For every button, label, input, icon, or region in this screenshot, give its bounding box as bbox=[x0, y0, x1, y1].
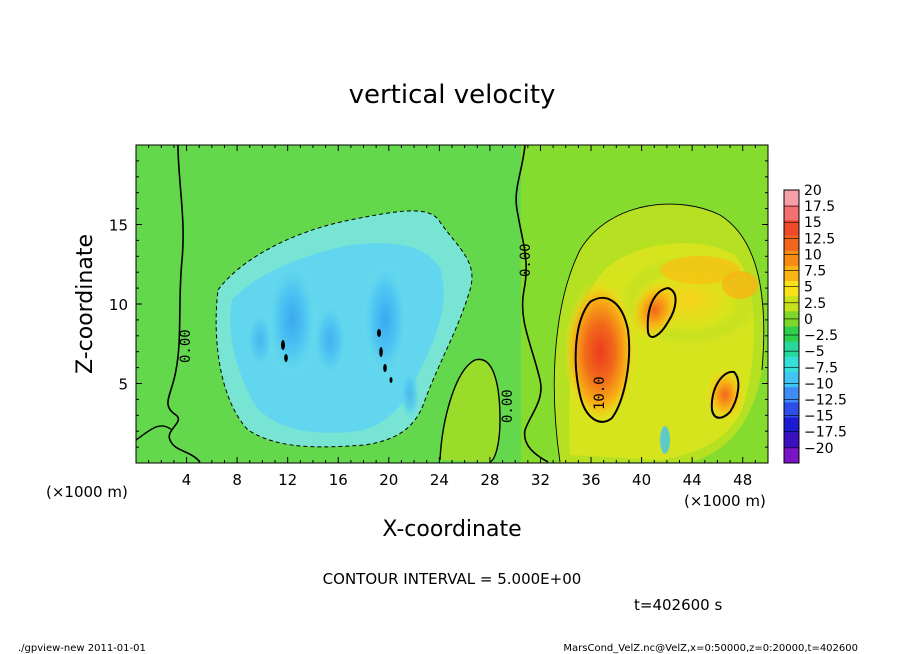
colorbar-label: 10 bbox=[804, 247, 822, 263]
colorbar-swatch bbox=[784, 265, 799, 282]
heatmap-field: 0.00 0.00 0.00 10.0 bbox=[136, 145, 768, 463]
x-unit-left: (×1000 m) bbox=[46, 483, 128, 501]
contour-label: 0.00 bbox=[178, 329, 194, 363]
colorbar: 2017.51512.5107.552.50−2.5−5−7.5−10−12.5… bbox=[783, 183, 847, 464]
colorbar-swatch bbox=[784, 417, 799, 434]
y-tick-label: 10 bbox=[109, 296, 128, 314]
x-tick-label: 48 bbox=[733, 471, 752, 489]
colorbar-label: −5 bbox=[804, 344, 825, 360]
colorbar-swatch bbox=[784, 296, 799, 312]
colorbar-label: −15 bbox=[804, 409, 834, 425]
colorbar-label: 20 bbox=[804, 183, 822, 199]
footer-right: MarsCond_VelZ.nc@VelZ,x=0:50000,z=0:2000… bbox=[563, 643, 858, 654]
colorbar-swatch bbox=[784, 372, 799, 388]
colorbar-label: 12.5 bbox=[804, 231, 835, 247]
contour-label: 0.00 bbox=[518, 243, 534, 277]
colorbar-label: −20 bbox=[804, 441, 834, 457]
colorbar-label: −17.5 bbox=[804, 425, 847, 441]
x-tick-label: 36 bbox=[581, 471, 600, 489]
y-tick-label: 15 bbox=[109, 217, 128, 235]
x-tick-label: 24 bbox=[430, 471, 449, 489]
contour-label: 10.0 bbox=[592, 376, 608, 410]
x-tick-label: 8 bbox=[232, 471, 242, 489]
x-tick-label: 16 bbox=[329, 471, 348, 489]
colorbar-swatch bbox=[784, 341, 799, 358]
x-tick-label: 20 bbox=[379, 471, 398, 489]
colorbar-swatch bbox=[784, 281, 799, 297]
colorbar-swatch bbox=[784, 432, 799, 449]
colorbar-swatch bbox=[784, 205, 799, 221]
colorbar-swatch bbox=[784, 387, 799, 403]
x-unit-right: (×1000 m) bbox=[684, 492, 766, 510]
x-tick-label: 44 bbox=[683, 471, 702, 489]
x-tick-label: 28 bbox=[480, 471, 499, 489]
colorbar-swatch bbox=[784, 402, 799, 418]
x-axis-label: X-coordinate bbox=[382, 517, 521, 542]
y-tick-label: 5 bbox=[118, 376, 128, 394]
x-tick-label: 12 bbox=[278, 471, 297, 489]
colorbar-label: 15 bbox=[804, 215, 822, 231]
colorbar-label: 7.5 bbox=[804, 264, 826, 280]
colorbar-swatch bbox=[784, 326, 799, 343]
colorbar-swatch bbox=[784, 356, 799, 373]
colorbar-swatch bbox=[784, 235, 799, 252]
x-tick-label: 4 bbox=[182, 471, 192, 489]
time-text: t=402600 s bbox=[634, 596, 722, 614]
y-axis-label: Z-coordinate bbox=[73, 234, 98, 374]
colorbar-label: −10 bbox=[804, 376, 834, 392]
colorbar-swatch bbox=[784, 190, 799, 206]
x-tick-label: 32 bbox=[531, 471, 550, 489]
colorbar-label: −2.5 bbox=[804, 328, 838, 344]
x-tick-label: 40 bbox=[632, 471, 651, 489]
colorbar-label: 0 bbox=[804, 312, 813, 328]
colorbar-swatch bbox=[784, 447, 799, 464]
colorbar-label: 5 bbox=[804, 280, 813, 296]
colorbar-label: 17.5 bbox=[804, 199, 835, 215]
footer-left: ./gpview-new 2011-01-01 bbox=[18, 643, 146, 654]
colorbar-label: −12.5 bbox=[804, 392, 847, 408]
colorbar-swatch bbox=[784, 250, 799, 267]
colorbar-label: −7.5 bbox=[804, 360, 838, 376]
chart-title: vertical velocity bbox=[349, 80, 556, 110]
colorbar-swatch bbox=[784, 220, 799, 236]
contour-label: 0.00 bbox=[500, 389, 516, 423]
contour-interval-text: CONTOUR INTERVAL = 5.000E+00 bbox=[323, 570, 582, 588]
colorbar-label: 2.5 bbox=[804, 296, 826, 312]
